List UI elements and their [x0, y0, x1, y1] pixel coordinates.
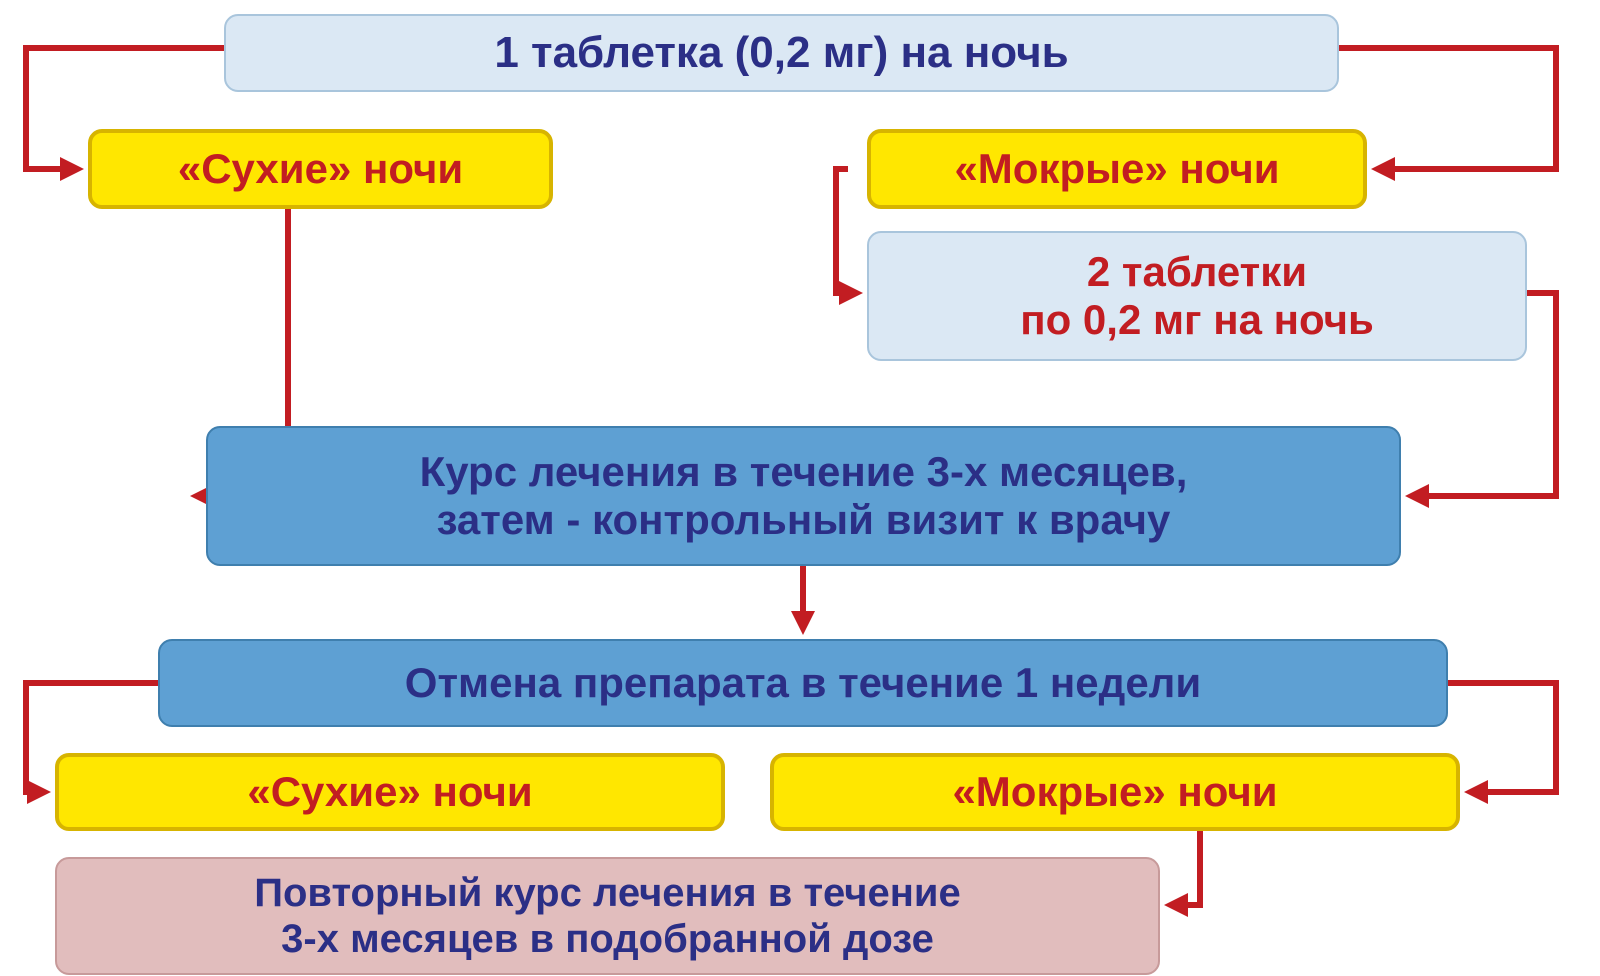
node-dry1-label: «Сухие» ночи — [178, 145, 463, 193]
node-start-label: 1 таблетка (0,2 мг) на ночь — [494, 28, 1068, 79]
node-repeat: Повторный курс лечения в течение 3-х мес… — [55, 857, 1160, 975]
node-wet2-label: «Мокрые» ночи — [952, 768, 1277, 816]
node-cancel-label: Отмена препарата в течение 1 недели — [405, 659, 1201, 707]
node-dry2: «Сухие» ночи — [55, 753, 725, 831]
node-dry1: «Сухие» ночи — [88, 129, 553, 209]
node-course: Курс лечения в течение 3-х месяцев, зате… — [206, 426, 1401, 566]
node-cancel: Отмена препарата в течение 1 недели — [158, 639, 1448, 727]
node-dry2-label: «Сухие» ночи — [247, 768, 532, 816]
node-repeat-label: Повторный курс лечения в течение 3-х мес… — [254, 870, 961, 962]
edge-cancel-to-wet2 — [1448, 683, 1556, 792]
node-wet2: «Мокрые» ночи — [770, 753, 1460, 831]
node-dose2: 2 таблетки по 0,2 мг на ночь — [867, 231, 1527, 361]
node-course-label: Курс лечения в течение 3-х месяцев, зате… — [420, 448, 1188, 545]
node-wet1-label: «Мокрые» ночи — [954, 145, 1279, 193]
edge-start-to-wet1 — [1339, 48, 1556, 169]
node-dose2-label: 2 таблетки по 0,2 мг на ночь — [1020, 248, 1374, 345]
node-wet1: «Мокрые» ночи — [867, 129, 1367, 209]
flowchart-canvas: 1 таблетка (0,2 мг) на ночь «Сухие» ночи «… — [0, 0, 1600, 976]
node-start: 1 таблетка (0,2 мг) на ночь — [224, 14, 1339, 92]
edge-wet1-to-dose2 — [836, 169, 857, 293]
edge-wet2-to-repeat — [1170, 831, 1200, 905]
